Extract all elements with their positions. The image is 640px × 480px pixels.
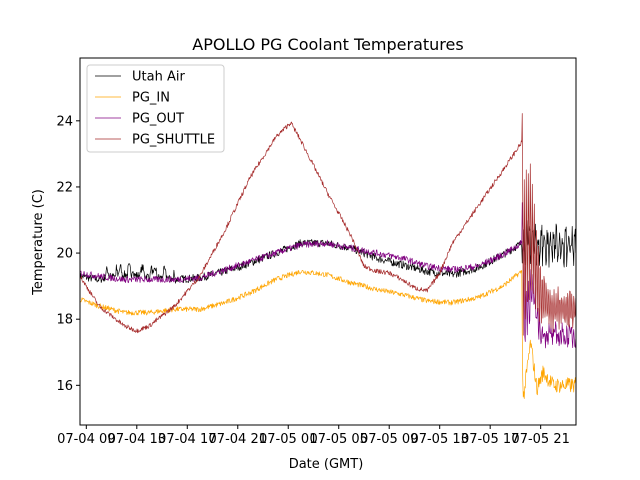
- y-tick-label: 18: [56, 313, 73, 328]
- y-axis: 16 18 20 22 24: [56, 114, 80, 394]
- y-tick-label: 22: [56, 180, 73, 195]
- y-tick-label: 20: [56, 247, 73, 262]
- y-tick-label: 16: [56, 379, 73, 394]
- legend-box: [86, 64, 225, 153]
- x-tick-label: 07-04 13: [108, 432, 166, 447]
- legend-label: PG_SHUTTLE: [132, 133, 215, 148]
- x-tick-label: 07-05 13: [410, 432, 468, 447]
- legend-label: Utah Air: [132, 70, 185, 85]
- series-layer: [80, 113, 576, 399]
- x-tick-label: 07-05 17: [461, 432, 519, 447]
- x-tick-label: 07-04 09: [57, 432, 115, 447]
- series-line-pg-out: [80, 202, 576, 349]
- y-axis-label: Temperature (C): [31, 189, 46, 296]
- axes-frame: [79, 57, 577, 426]
- series-line-pg-in: [80, 269, 576, 399]
- chart-title: APOLLO PG Coolant Temperatures: [192, 35, 463, 54]
- y-tick-label: 24: [56, 114, 73, 129]
- x-tick-label: 07-05 09: [360, 432, 418, 447]
- legend-label: PG_IN: [132, 91, 170, 106]
- plot-area: [79, 57, 577, 426]
- series-line-pg-shuttle: [80, 113, 576, 336]
- legend: Utah Air PG_IN PG_OUT PG_SHUTTLE: [86, 64, 225, 153]
- x-tick-label: 07-05 01: [259, 432, 317, 447]
- x-tick-label: 07-04 21: [209, 432, 267, 447]
- x-axis-label: Date (GMT): [289, 457, 364, 472]
- x-tick-label: 07-05 05: [310, 432, 368, 447]
- legend-label: PG_OUT: [132, 112, 184, 127]
- x-tick-label: 07-05 21: [511, 432, 569, 447]
- x-tick-label: 07-04 17: [158, 432, 216, 447]
